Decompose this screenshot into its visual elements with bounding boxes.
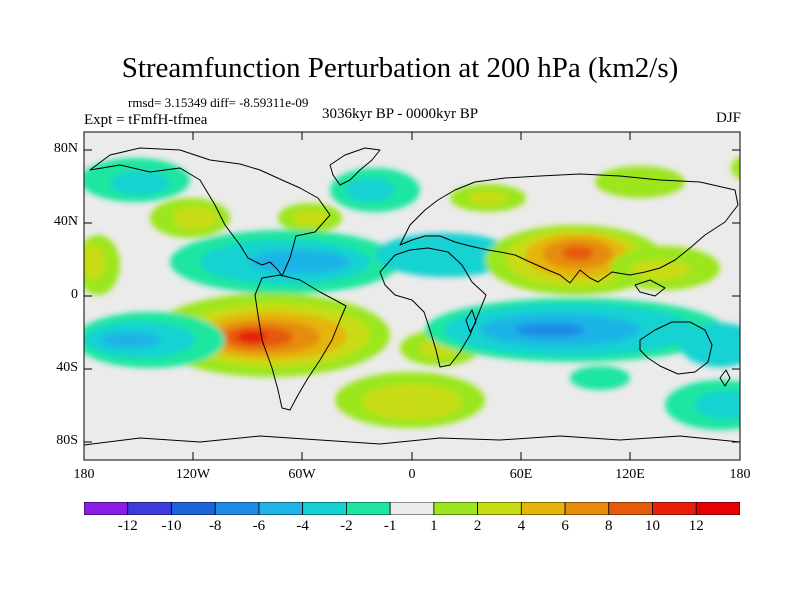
period-label: 3036kyr BP - 0000kyr BP [322, 106, 479, 122]
colorbar-swatch [171, 502, 216, 515]
colorbar-label: 8 [605, 518, 613, 534]
colorbar-label: -8 [208, 518, 222, 534]
colorbar-label: 4 [517, 518, 526, 534]
colorbar-swatch [608, 502, 653, 515]
colorbar-label: 1 [430, 518, 438, 534]
colorbar-swatch [564, 502, 610, 515]
lon-label: 0 [408, 467, 416, 482]
colorbar-swatch [84, 502, 129, 515]
coast-africa [379, 247, 487, 368]
colorbar-swatch [433, 502, 479, 515]
lat-label: 80S [56, 433, 78, 448]
colorbar-label: -4 [296, 518, 309, 534]
coast-new-zealand [719, 369, 731, 387]
lon-label: 180 [729, 467, 751, 482]
coast-australia [639, 321, 713, 375]
colorbar-label: 10 [645, 518, 661, 534]
colorbar-label: -10 [161, 518, 182, 534]
colorbar-label: 6 [561, 518, 569, 534]
colorbar-swatch [520, 502, 566, 515]
lat-label: 0 [71, 287, 78, 302]
lon-label: 60W [288, 467, 316, 482]
map-title: Streamfunction Perturbation at 200 hPa (… [121, 52, 679, 84]
coast-north-america [89, 147, 331, 277]
coast-maritime-continent [634, 279, 666, 297]
colorbar-swatch [302, 502, 347, 515]
coast-greenland [329, 147, 381, 186]
season-label: DJF [715, 110, 741, 126]
lat-label: 40S [56, 360, 78, 375]
lon-label: 120E [615, 467, 645, 482]
coast-madagascar [465, 309, 477, 333]
coastlines [84, 147, 740, 446]
lon-label: 120W [175, 467, 211, 482]
contour-field [84, 132, 740, 460]
colorbar-label: -12 [117, 518, 138, 534]
lat-label: 80N [53, 141, 78, 156]
colorbar-swatch [214, 502, 260, 515]
colorbar-swatch [127, 502, 172, 515]
experiment-label: Expt = tFmfH-tfmea [84, 112, 208, 128]
colorbar-swatch [477, 502, 522, 515]
lon-label: 60E [509, 467, 533, 482]
lat-label: 40N [53, 214, 78, 229]
lon-label: 180 [73, 467, 95, 482]
colorbar-label: -1 [383, 518, 397, 534]
colorbar-label: 12 [688, 518, 704, 534]
colorbar-label: 2 [473, 518, 482, 534]
coast-eurasia [399, 173, 739, 284]
colorbar-swatch [695, 502, 740, 515]
colorbar-swatch [345, 502, 391, 515]
colorbar-label: -6 [252, 518, 266, 534]
coast-south-america [254, 274, 347, 411]
anomaly-arctic-eurasia [595, 166, 685, 198]
colorbar-swatch [652, 502, 697, 515]
colorbar-swatch [258, 502, 304, 515]
coast-antarctica [84, 435, 740, 446]
colorbar [84, 502, 740, 515]
colorbar-label: -2 [340, 518, 353, 534]
stats-text: rmsd= 3.15349 diff= -8.59311e-09 [128, 95, 309, 110]
colorbar-swatch [389, 502, 435, 515]
axis-ticks [83, 132, 741, 460]
